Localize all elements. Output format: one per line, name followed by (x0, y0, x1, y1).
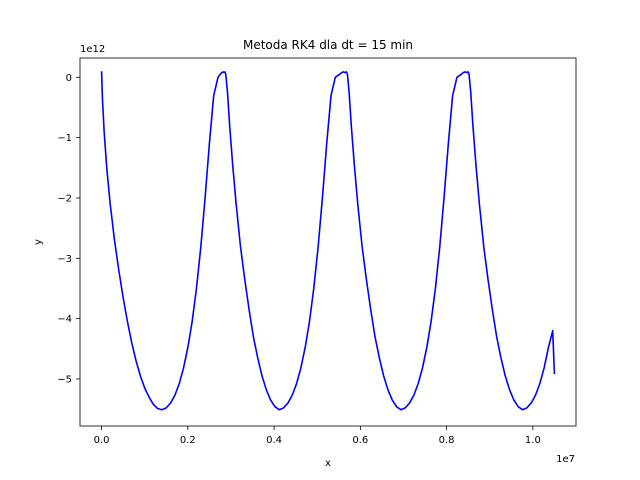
x-offset-label: 1e7 (556, 454, 575, 465)
series-line (100, 71, 556, 411)
y-tick-label: −2 (57, 193, 72, 204)
x-tick-label: 0.8 (439, 435, 455, 446)
y-tick-label: −3 (57, 254, 72, 265)
series-group (100, 71, 556, 411)
y-tick-label: −1 (57, 133, 72, 144)
y-tick-label: 0 (66, 73, 72, 84)
x-tick-label: 0.6 (352, 435, 368, 446)
x-tick-label: 0.2 (180, 435, 196, 446)
y-axis-ticks: 0 −1 −2 −3 −4 −5 (57, 73, 80, 385)
axes-frame (79, 57, 577, 427)
y-axis-label: y (33, 239, 44, 245)
x-axis-ticks: 0.0 0.2 0.4 0.6 0.8 1.0 (94, 426, 541, 446)
x-axis-label: x (325, 458, 331, 469)
y-tick-label: −4 (57, 314, 72, 325)
chart-title: Metoda RK4 dla dt = 15 min (243, 38, 413, 52)
x-tick-label: 0.0 (94, 435, 110, 446)
y-offset-label: 1e12 (80, 44, 105, 55)
y-tick-label: −5 (57, 374, 72, 385)
x-tick-label: 1.0 (525, 435, 541, 446)
x-tick-label: 0.4 (266, 435, 282, 446)
